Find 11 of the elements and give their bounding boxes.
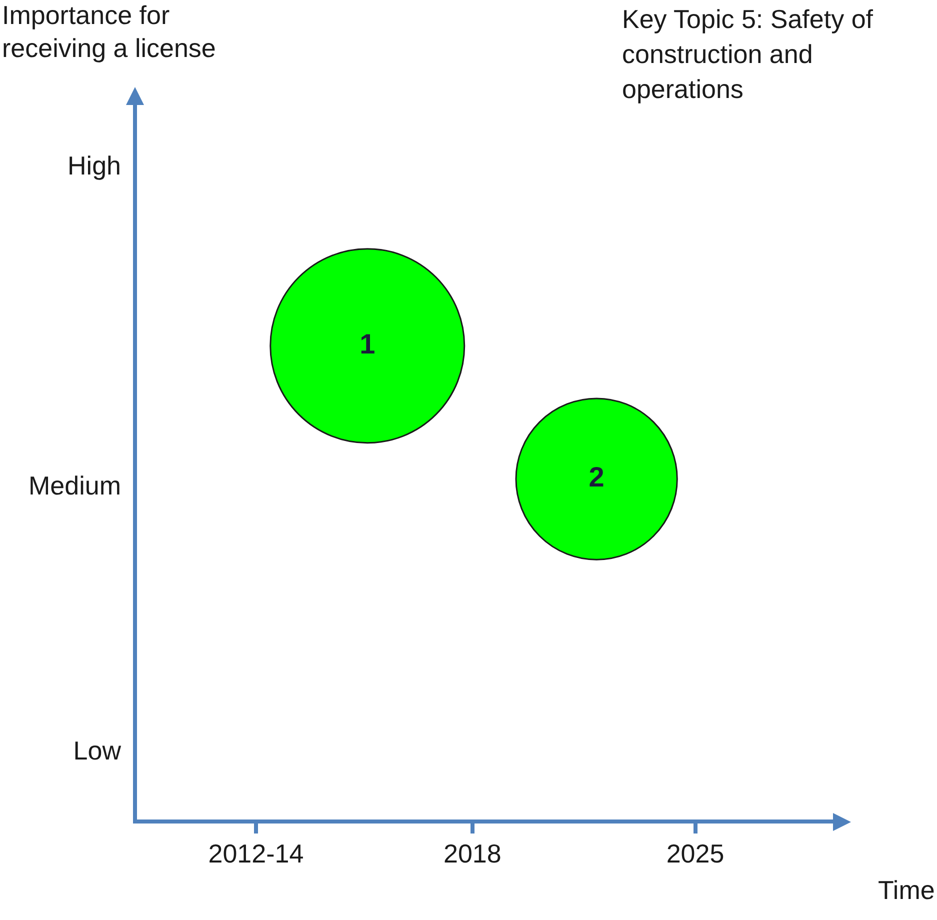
- x-axis-title: Time: [878, 875, 935, 906]
- chart-title: Key Topic 5: Safety of construction and operations: [622, 4, 874, 104]
- x-tick-label: 2025: [666, 838, 724, 868]
- text: Low: [73, 735, 122, 766]
- text: Importance for receiving a license: [2, 0, 216, 64]
- annotation: 1: [360, 328, 376, 360]
- x-tick-label: 2018: [444, 838, 502, 868]
- annotation: 2: [588, 462, 604, 493]
- text: High: [68, 150, 121, 180]
- x-tick-label: 2012-14: [208, 838, 304, 868]
- text: Medium: [28, 470, 121, 501]
